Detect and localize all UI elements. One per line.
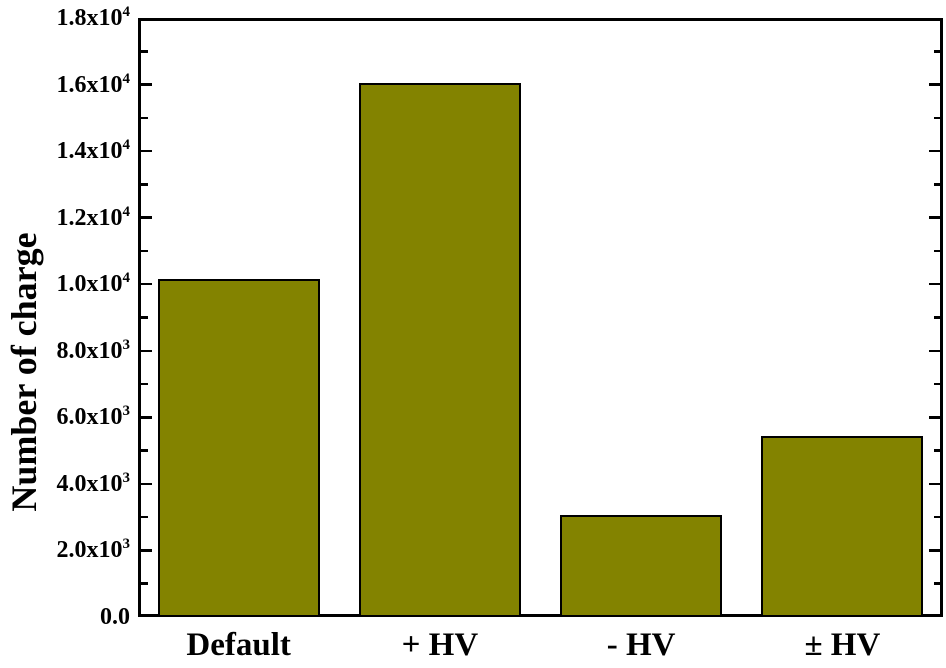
y-tick-label-exponent: 4 — [122, 70, 131, 87]
x-tick-label-default: Default — [186, 627, 291, 663]
y-minor-tick — [933, 515, 940, 519]
y-tick-label-exponent: 4 — [122, 4, 131, 20]
y-major-tick — [929, 149, 940, 153]
y-tick-label: 6.0x103 — [10, 403, 131, 431]
x-tick-label-plusminus-hv: ± HV — [804, 627, 881, 663]
y-tick-label-text: 1.8x10 — [56, 5, 123, 31]
y-minor-tick — [141, 515, 148, 519]
y-tick-label-exponent: 3 — [122, 536, 131, 553]
y-tick-label: 0.0 — [10, 603, 130, 631]
y-minor-tick — [933, 316, 940, 319]
y-tick-label-text: 8.0x10 — [56, 337, 123, 364]
y-minor-tick — [141, 116, 148, 120]
x-tick-label-plus-hv: + HV — [401, 627, 479, 663]
y-tick-label-exponent: 4 — [122, 270, 131, 287]
y-tick-label-text: 1.4x10 — [56, 138, 123, 165]
y-major-tick — [141, 416, 152, 419]
y-major-tick — [929, 282, 940, 286]
bar-plus-hv — [358, 82, 521, 617]
y-major-tick — [929, 349, 940, 353]
y-tick-label-text: 1.6x10 — [56, 71, 123, 98]
y-minor-tick — [141, 316, 148, 319]
plot-area — [138, 18, 943, 617]
y-major-tick — [141, 83, 152, 86]
y-minor-tick — [933, 183, 940, 186]
y-tick-label-exponent: 4 — [122, 203, 131, 220]
y-tick-label: 2.0x103 — [10, 536, 131, 564]
y-tick-label-exponent: 3 — [122, 469, 131, 486]
y-tick-label: 1.2x104 — [10, 203, 131, 232]
x-tick-label-minus-hv: - HV — [606, 627, 676, 663]
y-major-tick — [141, 149, 152, 153]
y-minor-tick — [933, 449, 940, 452]
y-major-tick — [929, 549, 940, 552]
y-tick-label: 1.4x104 — [10, 137, 131, 165]
y-minor-tick — [933, 582, 940, 585]
y-minor-tick — [141, 582, 148, 585]
y-minor-tick — [933, 382, 940, 386]
y-tick-label-exponent: 4 — [122, 137, 131, 154]
y-major-tick — [929, 482, 940, 486]
bar-plusminus-hv — [761, 435, 924, 617]
y-major-tick — [141, 216, 152, 219]
y-tick-label: 4.0x103 — [10, 469, 131, 498]
y-major-tick — [141, 549, 152, 552]
y-major-tick — [929, 83, 940, 86]
y-tick-label: 8.0x103 — [10, 336, 131, 365]
y-tick-label: 1.8x104 — [10, 4, 131, 32]
y-tick-label-text: 6.0x10 — [56, 404, 123, 431]
y-major-tick — [141, 482, 152, 486]
bar-default — [157, 279, 320, 617]
y-tick-label: 1.6x104 — [10, 70, 131, 99]
y-minor-tick — [141, 449, 148, 452]
bar-minus-hv — [560, 514, 723, 617]
y-tick-label-text: 1.2x10 — [56, 204, 123, 231]
y-major-tick — [929, 416, 940, 419]
y-tick-label-exponent: 3 — [122, 403, 131, 420]
y-minor-tick — [933, 50, 940, 53]
y-tick-label-text: 4.0x10 — [56, 470, 123, 497]
y-tick-label-exponent: 3 — [122, 336, 131, 353]
y-minor-tick — [933, 116, 940, 120]
y-minor-tick — [141, 183, 148, 186]
y-major-tick — [141, 282, 152, 286]
y-tick-label-text: 1.0x10 — [56, 271, 123, 298]
y-major-tick — [929, 216, 940, 219]
y-minor-tick — [141, 50, 148, 53]
y-tick-label: 1.0x104 — [10, 270, 131, 298]
y-major-tick — [141, 349, 152, 353]
y-minor-tick — [141, 249, 148, 253]
y-tick-label-text: 0.0 — [100, 604, 130, 630]
y-tick-label-text: 2.0x10 — [56, 537, 123, 564]
y-minor-tick — [933, 249, 940, 253]
y-minor-tick — [141, 382, 148, 386]
